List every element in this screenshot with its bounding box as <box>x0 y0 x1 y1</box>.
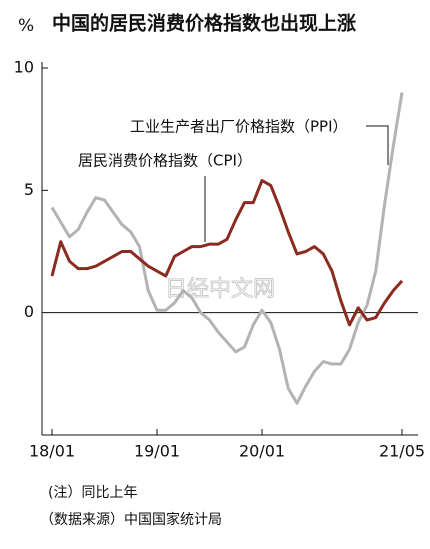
note: (注）同比上年 <box>48 485 137 501</box>
y-tick-label: 5 <box>24 180 34 199</box>
line-series <box>50 92 404 405</box>
annotation: 居民消费价格指数（CPI） <box>78 152 252 170</box>
x-tick-label: 18/01 <box>29 442 75 461</box>
x-tick-label: 21/05 <box>379 442 425 461</box>
y-tick-label: 10 <box>14 58 34 77</box>
x-tick-label: 20/01 <box>239 442 285 461</box>
y-tick-label: 0 <box>24 302 34 321</box>
unit: % <box>18 16 34 36</box>
x-tick-label: 19/01 <box>134 442 180 461</box>
annotation: 工业生产者出厂价格指数（PPI） <box>130 118 348 136</box>
note: （数据来源）中国国家统计局 <box>40 511 222 528</box>
line-series <box>50 179 404 327</box>
leader-line <box>366 125 389 165</box>
chart-title: 中国的居民消费价格指数也出现上涨 <box>52 12 356 35</box>
watermark: 日经中文网 <box>165 277 275 302</box>
